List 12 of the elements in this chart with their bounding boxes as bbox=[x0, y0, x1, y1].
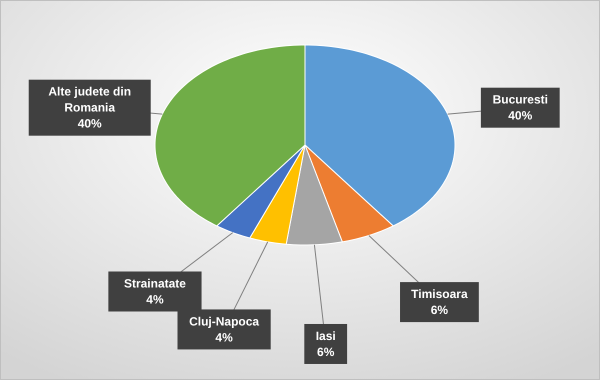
slice-label: Timisoara bbox=[411, 287, 468, 302]
slice-label: Bucuresti bbox=[492, 92, 548, 107]
data-label: 40% bbox=[508, 108, 533, 123]
data-label: 40% bbox=[78, 116, 102, 131]
slice-label: Strainatate bbox=[124, 276, 186, 290]
data-label: 4% bbox=[215, 330, 234, 344]
slice-label: Alte judete din Romania bbox=[48, 84, 132, 115]
data-label: 6% bbox=[317, 344, 335, 359]
data-label: 6% bbox=[430, 303, 448, 318]
slice-label: Iasi bbox=[316, 328, 336, 343]
slice-label: Cluj-Napoca bbox=[189, 314, 260, 328]
data-label: 4% bbox=[146, 292, 164, 306]
